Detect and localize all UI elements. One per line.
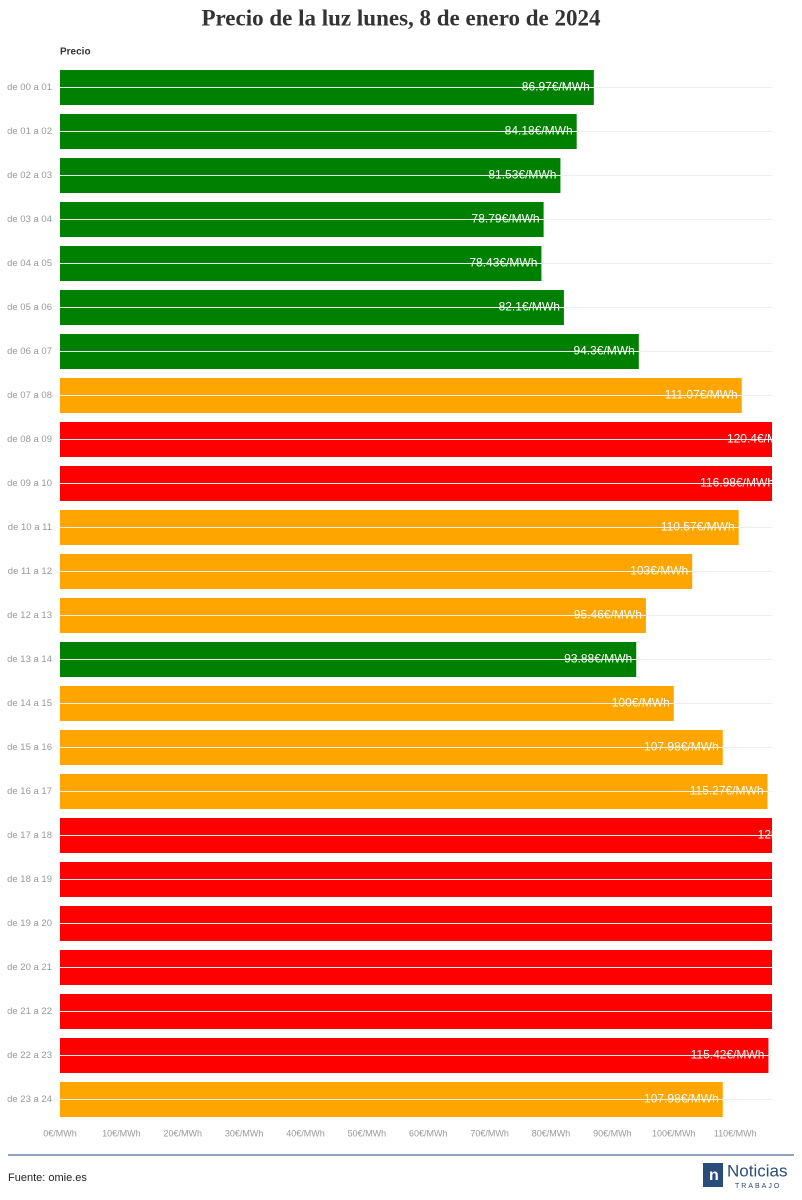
y-tick-label: de 20 a 21 <box>7 962 52 973</box>
x-tick-label: 100€/MWh <box>652 1128 696 1138</box>
data-label: 86.97€/MWh <box>522 80 590 94</box>
x-tick-label: 0€/MWh <box>43 1128 77 1138</box>
x-tick-label: 60€/MWh <box>409 1128 448 1138</box>
x-tick-label: 30€/MWh <box>225 1128 264 1138</box>
y-tick-label: de 23 a 24 <box>7 1094 52 1105</box>
data-label: 107.98€/MWh <box>644 740 719 754</box>
data-label: 93.88€/MWh <box>564 652 632 666</box>
data-label: 120.4€/MWh <box>727 432 795 446</box>
data-label: 78.79€/MWh <box>472 212 540 226</box>
y-tick-label: de 07 a 08 <box>7 390 52 401</box>
data-label: 115.42€/MWh <box>691 1048 765 1062</box>
y-tick-label: de 12 a 13 <box>7 610 52 621</box>
data-label: 107.98€/MWh <box>644 1092 719 1106</box>
plot: 86.97€/MWh 84.18€/MWh 81.53€/MWh 78.79€/MWh… <box>60 70 802 1117</box>
y-tick-label: de 03 a 04 <box>7 214 52 225</box>
logo-sub: TRABAJO <box>735 1183 781 1190</box>
y-tick-label: de 00 a 01 <box>7 82 52 93</box>
data-label: 110.57€/MWh <box>661 520 735 534</box>
data-label: 82.1€/MWh <box>499 300 560 314</box>
x-tick-label: 80€/MWh <box>532 1128 571 1138</box>
logo-icon-letter: n <box>709 1167 719 1184</box>
y-tick-label: de 21 a 22 <box>7 1006 52 1017</box>
y-tick-label: de 02 a 03 <box>7 170 52 181</box>
y-tick-label: de 15 a 16 <box>7 742 52 753</box>
logo-icon <box>703 1163 723 1187</box>
data-label: 115.27€/MWh <box>690 784 764 798</box>
x-tick-label: 70€/MWh <box>470 1128 509 1138</box>
data-label: 103€/MWh <box>630 564 688 578</box>
x-tick-label: 40€/MWh <box>286 1128 325 1138</box>
chart-title: Precio de la luz lunes, 8 de enero de 20… <box>201 5 601 30</box>
data-label: 81.53€/MWh <box>488 168 556 182</box>
y-tick-label: de 18 a 19 <box>7 874 52 885</box>
data-label: 116.98€/MWh <box>700 476 774 490</box>
y-tick-label: de 22 a 23 <box>7 1050 52 1061</box>
y-tick-label: de 10 a 11 <box>8 522 52 533</box>
data-label: 111.07€/MWh <box>665 388 738 402</box>
y-tick-label: de 11 a 12 <box>8 566 52 577</box>
x-tick-label: 10€/MWh <box>102 1128 141 1138</box>
axis-label: Precio <box>60 47 91 58</box>
y-tick-label: de 19 a 20 <box>7 918 52 929</box>
x-tick-label: 50€/MWh <box>348 1128 387 1138</box>
y-tick-label: de 09 a 10 <box>7 478 52 489</box>
data-label: 95.46€/MWh <box>574 608 642 622</box>
y-tick-label: de 06 a 07 <box>7 346 52 357</box>
data-label: 78.43€/MWh <box>469 256 537 270</box>
data-label: 94.3€/MWh <box>573 344 634 358</box>
y-tick-label: de 04 a 05 <box>7 258 52 269</box>
data-label: 100€/MWh <box>612 696 670 710</box>
y-tick-label: de 13 a 14 <box>7 654 52 665</box>
source: Fuente: omie.es <box>8 1172 87 1184</box>
y-tick-label: de 08 a 09 <box>7 434 52 445</box>
y-tick-label: de 01 a 02 <box>7 126 52 137</box>
x-tick-label: 110€/MWh <box>714 1128 757 1138</box>
x-tick-label: 20€/MWh <box>164 1128 203 1138</box>
y-tick-label: de 16 a 17 <box>7 786 52 797</box>
y-tick-label: de 17 a 18 <box>7 830 52 841</box>
logo-name: Noticias <box>727 1161 787 1180</box>
x-tick-label: 90€/MWh <box>593 1128 632 1138</box>
data-label: 125.4€/MWh <box>758 828 802 842</box>
y-tick-label: de 14 a 15 <box>7 698 52 709</box>
y-tick-label: de 05 a 06 <box>7 302 52 313</box>
data-label: 84.18€/MWh <box>505 124 573 138</box>
